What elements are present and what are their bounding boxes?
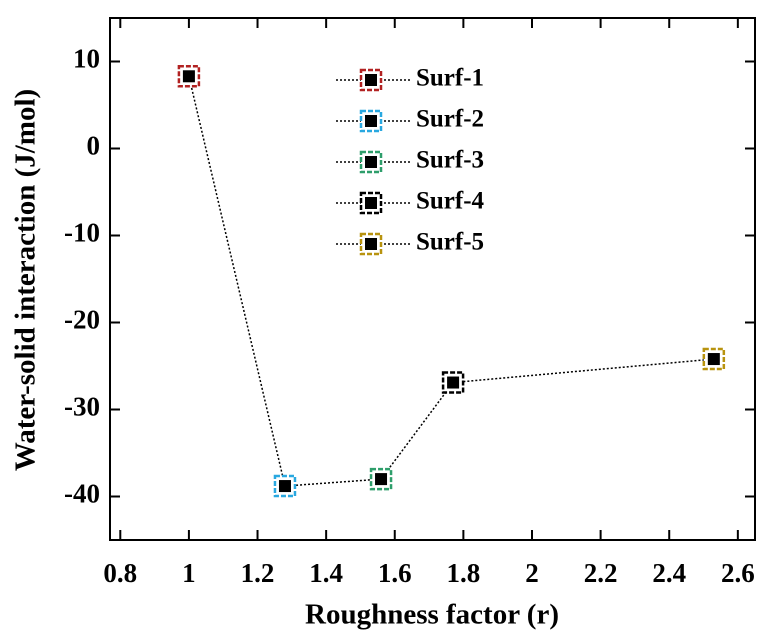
legend-entry: Surf-5 <box>336 229 484 256</box>
legend-core <box>365 156 377 168</box>
y-tick-label: 10 <box>73 44 100 74</box>
point-core <box>278 480 291 493</box>
point-core <box>375 473 388 486</box>
plot-frame <box>109 17 756 541</box>
x-tick-label: 1 <box>182 558 196 588</box>
y-axis-title: Water-solid interaction (J/mol) <box>10 89 42 471</box>
y-tick-label: -20 <box>64 305 100 335</box>
x-tick-label: 2.4 <box>652 558 686 588</box>
x-tick-label: 1.8 <box>447 558 481 588</box>
y-tick-label: -30 <box>64 392 100 422</box>
point-core <box>182 70 195 83</box>
x-tick-label: 1.2 <box>241 558 275 588</box>
legend-entry: Surf-2 <box>336 106 484 133</box>
point <box>273 474 297 498</box>
y-tick-label: -10 <box>64 218 100 248</box>
x-tick-label: 2.6 <box>721 558 755 588</box>
x-tick-label: 0.8 <box>103 558 137 588</box>
legend-entry: Surf-3 <box>336 147 484 174</box>
legend-core <box>365 197 377 209</box>
y-tick-label: -40 <box>64 479 100 509</box>
x-tick-label: 2.2 <box>584 558 618 588</box>
x-tick-label: 1.6 <box>378 558 412 588</box>
point <box>369 467 393 491</box>
x-tick-label: 1.4 <box>309 558 343 588</box>
y-tick-label: 0 <box>87 131 101 161</box>
point <box>441 371 465 394</box>
legend-entry: Surf-1 <box>336 65 484 92</box>
point <box>177 65 201 88</box>
x-tick-label: 2 <box>525 558 539 588</box>
point-core <box>447 376 460 389</box>
point <box>702 347 726 371</box>
legend-label: Surf-2 <box>416 106 484 133</box>
connect-line <box>188 76 714 487</box>
x-axis-title: Roughness factor (r) <box>305 599 559 631</box>
legend-core <box>365 238 377 250</box>
legend-core <box>365 115 377 127</box>
legend-label: Surf-4 <box>416 188 485 215</box>
legend-entry: Surf-4 <box>336 188 485 215</box>
point-core <box>707 353 720 366</box>
legend-core <box>365 74 377 86</box>
legend-label: Surf-1 <box>416 65 484 92</box>
legend-label: Surf-3 <box>416 147 484 174</box>
legend-label: Surf-5 <box>416 229 484 256</box>
